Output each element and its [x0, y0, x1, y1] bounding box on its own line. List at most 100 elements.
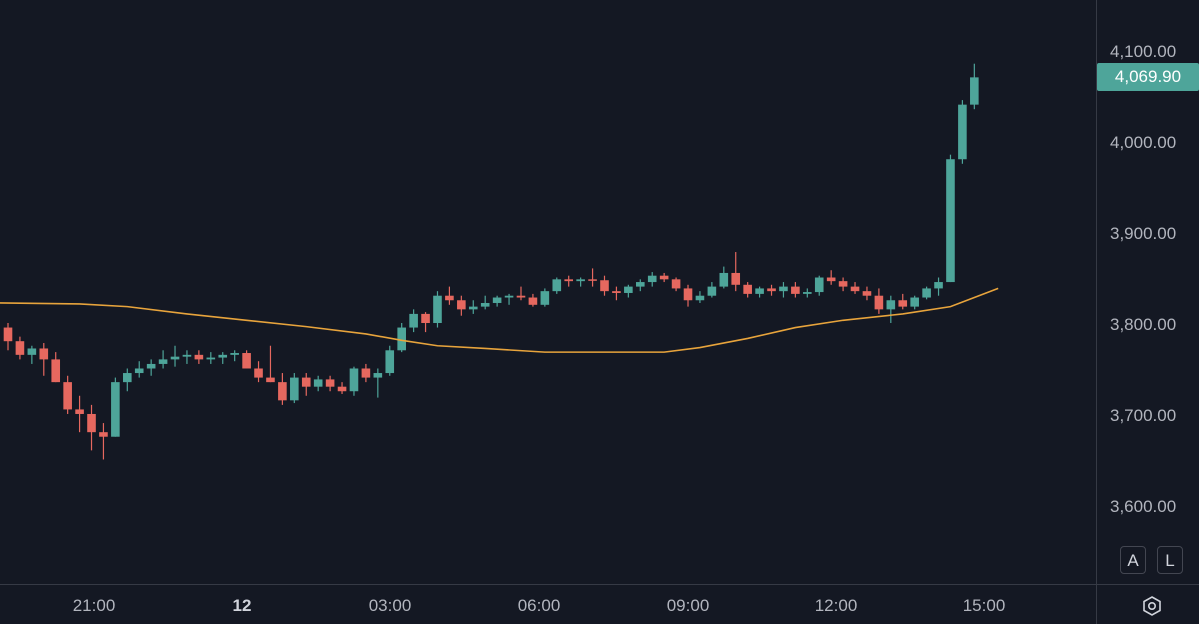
candle[interactable] [158, 350, 168, 369]
candle-body [958, 104, 967, 160]
candle[interactable] [242, 350, 251, 369]
candle[interactable] [39, 343, 49, 376]
candle[interactable] [922, 286, 931, 300]
log-scale-button[interactable]: L [1157, 546, 1183, 574]
candle[interactable] [445, 286, 454, 305]
time-tick-label: 06:00 [517, 596, 561, 615]
candle[interactable] [266, 345, 275, 383]
candle-body [635, 282, 645, 287]
candle[interactable] [468, 300, 478, 314]
candle[interactable] [492, 295, 502, 307]
candle[interactable] [206, 352, 216, 364]
candle-body [218, 354, 228, 358]
candle[interactable] [301, 373, 311, 396]
candle[interactable] [635, 279, 645, 292]
candle[interactable] [826, 270, 836, 285]
candle[interactable] [779, 282, 788, 298]
candle[interactable] [27, 345, 37, 364]
candle[interactable] [194, 350, 204, 364]
candle[interactable] [480, 295, 490, 310]
candle[interactable] [409, 309, 418, 333]
candle[interactable] [803, 288, 812, 298]
candle[interactable] [146, 359, 156, 376]
candle[interactable] [87, 404, 96, 451]
auto-scale-button[interactable]: A [1120, 546, 1146, 574]
price-tick-label: 4,100.00 [1110, 42, 1177, 62]
candle[interactable] [552, 277, 562, 294]
candle[interactable] [707, 282, 717, 298]
candle[interactable] [564, 275, 574, 287]
candle[interactable] [910, 295, 919, 310]
candle[interactable] [51, 352, 61, 383]
candle[interactable] [313, 375, 323, 392]
candle[interactable] [290, 373, 299, 404]
candle[interactable] [958, 100, 967, 164]
candle[interactable] [218, 352, 228, 364]
candle-body [385, 350, 395, 374]
candle[interactable] [337, 382, 347, 394]
candle[interactable] [612, 286, 621, 301]
candle[interactable] [588, 268, 597, 287]
settings-button[interactable] [1140, 594, 1164, 618]
candle[interactable] [170, 345, 180, 367]
candle[interactable] [433, 291, 442, 328]
candle[interactable] [767, 284, 776, 296]
candle[interactable] [123, 368, 132, 392]
candle[interactable] [838, 277, 848, 292]
candle[interactable] [791, 282, 800, 298]
candle[interactable] [278, 373, 287, 405]
candle-body [39, 348, 49, 360]
time-tick-label: 09:00 [666, 596, 710, 615]
candle[interactable] [111, 377, 120, 437]
candle[interactable] [325, 375, 335, 392]
candle[interactable] [504, 293, 514, 305]
candle[interactable] [457, 295, 466, 316]
price-tick-label: 3,600.00 [1110, 496, 1177, 516]
candle[interactable] [970, 63, 979, 110]
candle[interactable] [397, 323, 406, 353]
time-tick-label: 15:00 [962, 596, 1006, 615]
candle[interactable] [349, 366, 359, 396]
candle[interactable] [528, 293, 538, 307]
candle[interactable] [63, 375, 72, 414]
candle[interactable] [731, 252, 741, 292]
candle[interactable] [254, 361, 263, 383]
candle[interactable] [719, 266, 729, 289]
candle[interactable] [75, 395, 84, 433]
candle-body [767, 288, 776, 292]
moving-average-line [0, 287, 999, 353]
candle[interactable] [182, 350, 192, 364]
candle[interactable] [15, 336, 25, 360]
candle[interactable] [624, 284, 633, 298]
candle[interactable] [647, 272, 657, 287]
candle[interactable] [814, 275, 824, 296]
candle[interactable] [373, 368, 383, 398]
candle[interactable] [934, 277, 943, 296]
candle[interactable] [385, 345, 395, 376]
candle[interactable] [230, 350, 239, 362]
candle[interactable] [874, 288, 884, 314]
candle[interactable] [671, 277, 681, 292]
candle[interactable] [659, 272, 669, 283]
candle[interactable] [99, 423, 108, 460]
candle[interactable] [862, 286, 872, 301]
candle[interactable] [600, 275, 609, 296]
candle[interactable] [683, 284, 693, 307]
candle[interactable] [421, 312, 430, 333]
candle[interactable] [516, 286, 526, 301]
candle[interactable] [946, 154, 955, 283]
candle[interactable] [850, 282, 860, 294]
candle[interactable] [755, 286, 764, 298]
candle[interactable] [695, 291, 705, 303]
candle[interactable] [576, 277, 585, 287]
candle[interactable] [3, 323, 13, 351]
candle[interactable] [134, 361, 144, 378]
candle[interactable] [361, 363, 371, 383]
candle[interactable] [886, 295, 896, 323]
candle[interactable] [743, 282, 752, 298]
candle[interactable] [540, 288, 550, 307]
candle[interactable] [898, 293, 908, 310]
time-tick-label: 12 [232, 596, 252, 615]
